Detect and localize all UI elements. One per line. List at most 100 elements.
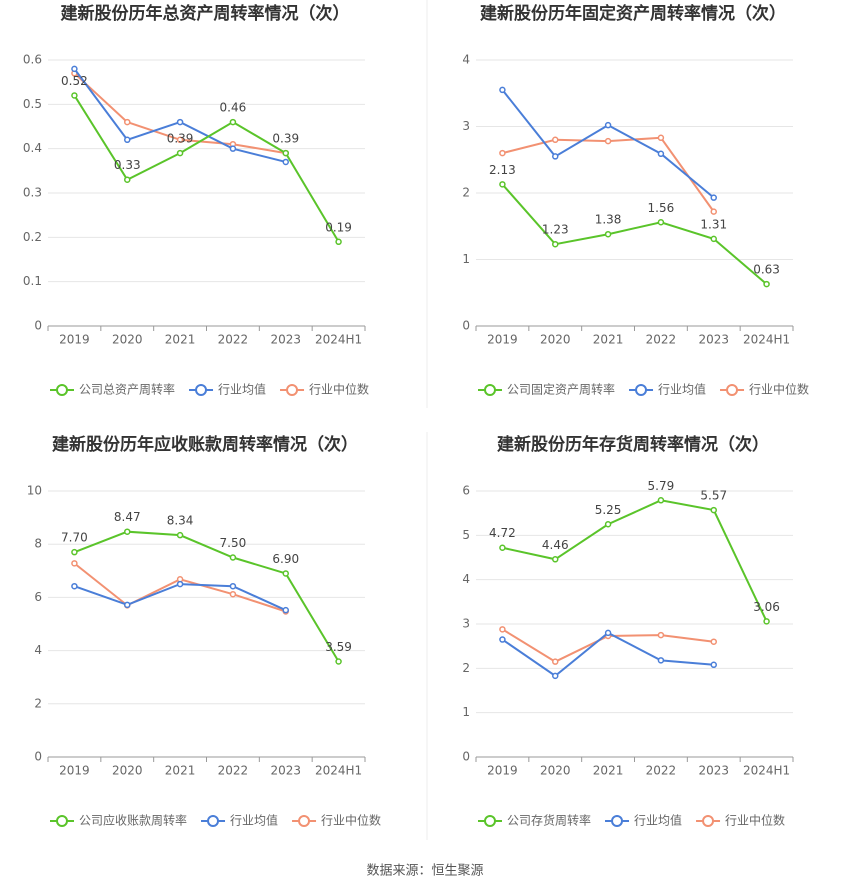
data-point [176, 149, 184, 157]
data-point [499, 626, 506, 633]
y-tick-label: 4 [34, 643, 42, 657]
series-line [502, 136, 715, 213]
x-tick-label: 2024H1 [743, 764, 790, 778]
data-point [499, 149, 506, 157]
y-tick-label: 0.4 [23, 141, 42, 155]
legend-label: 行业中位数 [749, 382, 809, 397]
data-label: 1.56 [648, 201, 675, 215]
x-tick-label: 2024H1 [315, 333, 362, 347]
y-tick-label: 2 [462, 661, 470, 675]
data-point [657, 150, 665, 158]
legend-item: 行业中位数 [696, 813, 785, 828]
legend-label: 行业均值 [658, 382, 706, 397]
x-tick-label: 2024H1 [315, 764, 362, 778]
data-point [657, 134, 665, 142]
legend-label: 行业中位数 [309, 382, 369, 397]
y-tick-label: 0.1 [23, 274, 42, 288]
series-line [73, 94, 340, 243]
y-tick-label: 0.5 [23, 97, 42, 111]
data-point [657, 497, 665, 504]
data-label: 1.23 [542, 223, 569, 237]
legend-item: 行业中位数 [720, 382, 809, 397]
y-tick-label: 6 [462, 484, 470, 498]
legend-marker [611, 815, 624, 827]
data-point [124, 118, 131, 126]
chart-title: 建新股份历年存货周转率情况（次） [497, 434, 769, 455]
data-point [124, 528, 131, 535]
data-point [499, 86, 506, 94]
legend-marker [56, 815, 68, 827]
data-point [229, 554, 237, 561]
x-tick-label: 2020 [112, 333, 143, 347]
x-tick-label: 2021 [593, 764, 624, 778]
data-point [71, 65, 78, 73]
legend-marker [702, 815, 715, 827]
legend-item: 行业中位数 [280, 382, 369, 397]
legend-marker [298, 815, 311, 827]
x-tick-label: 2022 [218, 333, 249, 347]
y-tick-label: 1 [462, 705, 470, 719]
series-line [502, 499, 768, 622]
data-point [710, 194, 717, 201]
data-point [176, 118, 184, 126]
data-point [335, 238, 342, 246]
series-line [501, 631, 714, 678]
y-tick-label: 0.6 [23, 53, 42, 67]
data-label: 1.31 [700, 217, 727, 231]
data-label: 4.72 [489, 526, 516, 540]
x-tick-label: 2023 [270, 764, 301, 778]
data-label: 2.13 [489, 163, 516, 177]
data-label: 0.63 [753, 263, 780, 277]
data-label: 7.70 [61, 531, 88, 545]
x-tick-label: 2020 [540, 333, 571, 347]
legend-item: 公司固定资产周转率 [478, 382, 615, 397]
data-point [71, 582, 78, 590]
y-tick-label: 4 [462, 572, 470, 586]
legend-item: 公司存货周转率 [478, 813, 591, 828]
y-tick-label: 0 [462, 319, 470, 333]
legend-marker [726, 384, 739, 396]
y-tick-label: 5 [462, 528, 470, 542]
y-tick-label: 1 [462, 252, 470, 266]
data-label: 0.52 [61, 74, 88, 88]
data-point [71, 560, 78, 567]
data-point [335, 658, 342, 665]
data-point [763, 280, 770, 288]
x-tick-label: 2019 [487, 333, 518, 347]
legend-marker [195, 384, 208, 396]
legend-label: 行业中位数 [725, 813, 785, 828]
data-label: 0.19 [325, 220, 352, 234]
legend-item: 公司总资产周转率 [50, 382, 175, 397]
data-label: 0.39 [272, 132, 299, 146]
legend-label: 公司固定资产周转率 [507, 382, 615, 397]
y-tick-label: 2 [462, 186, 470, 200]
data-label: 5.25 [595, 503, 622, 517]
x-tick-label: 2023 [270, 333, 301, 347]
chart-title: 建新股份历年应收账款周转率情况（次） [52, 434, 358, 455]
data-point [552, 153, 559, 160]
data-point [229, 145, 237, 152]
data-point [176, 580, 184, 588]
y-tick-label: 2 [34, 696, 42, 710]
data-point [710, 661, 717, 669]
data-point [124, 601, 131, 609]
data-point [604, 137, 612, 145]
x-tick-label: 2021 [165, 333, 196, 347]
x-tick-label: 2022 [218, 764, 249, 778]
data-point [552, 136, 559, 144]
y-tick-label: 8 [34, 537, 42, 551]
data-label: 3.59 [325, 640, 352, 654]
data-point [763, 618, 770, 625]
x-tick-label: 2021 [165, 764, 196, 778]
legend-label: 公司存货周转率 [507, 813, 591, 828]
legend-item: 行业均值 [201, 813, 278, 828]
legend-label: 行业均值 [230, 813, 278, 828]
data-point [499, 181, 506, 188]
data-label: 0.33 [114, 158, 141, 172]
data-point [710, 638, 717, 645]
legend-marker [484, 384, 496, 396]
data-point [604, 121, 612, 129]
data-label: 0.46 [220, 101, 247, 115]
x-tick-label: 2020 [112, 764, 143, 778]
